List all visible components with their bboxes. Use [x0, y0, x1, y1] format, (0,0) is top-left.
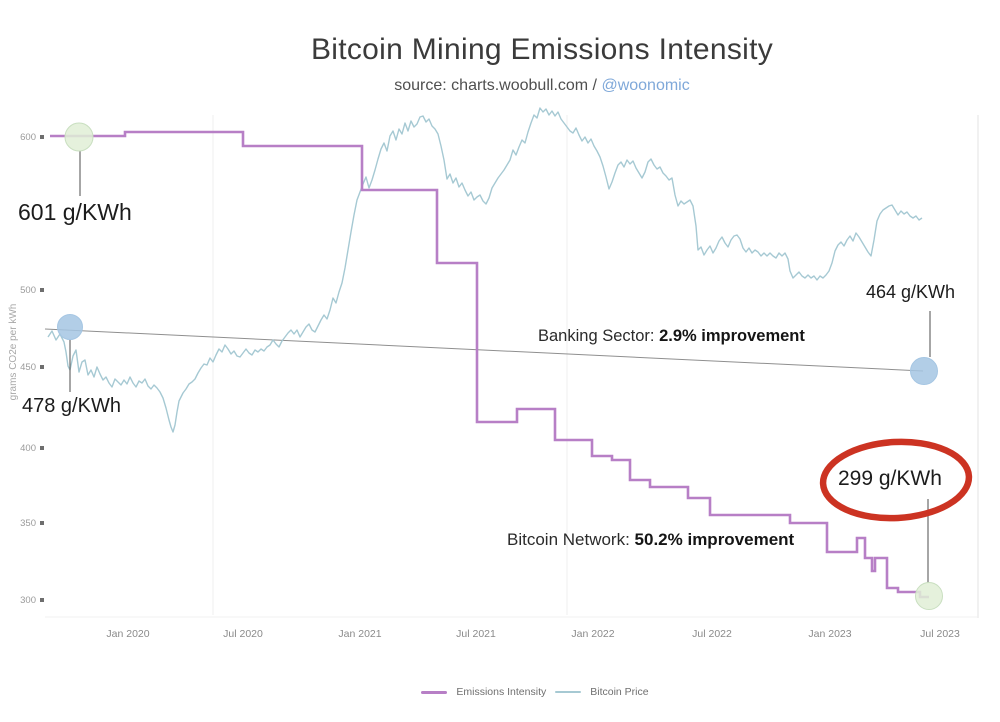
annotation-banking-start: 478 g/KWh: [22, 395, 121, 417]
x-tick-label: Jul 2022: [692, 628, 732, 640]
emissions-start-marker: [64, 122, 94, 152]
price-legend-label: Bitcoin Price: [590, 686, 649, 698]
price-legend-swatch: [555, 691, 582, 693]
banking-end-marker: [910, 357, 938, 385]
page-title: Bitcoin Mining Emissions Intensity: [310, 33, 774, 66]
emissions-legend-swatch: [421, 690, 448, 694]
source-text: source: charts.woobull.com /: [394, 77, 602, 94]
banking-start-marker: [57, 314, 83, 340]
x-tick-label: Jan 2021: [338, 628, 381, 640]
y-tick-marker: [40, 365, 44, 369]
annotation-banking-end: 464 g/KWh: [866, 282, 956, 302]
x-tick-label: Jul 2021: [456, 628, 496, 640]
annotation-emissions-start: 601 g/KWh: [18, 199, 132, 225]
x-tick-label: Jul 2023: [920, 628, 960, 640]
banking-label-text: Banking Sector:: [538, 327, 660, 345]
y-tick-marker: [40, 446, 44, 450]
bitcoin-network-label: Bitcoin Network: 50.2% improvement: [507, 530, 794, 550]
y-tick-marker: [40, 135, 44, 139]
banking-sector-line: [44, 328, 924, 372]
chart-subtitle: source: charts.woobull.com / @woonomic: [84, 77, 1000, 95]
emissions-legend-label: Emissions Intensity: [456, 686, 547, 698]
y-tick-marker: [40, 288, 44, 292]
emissions-end-marker: [915, 582, 943, 610]
x-tick-label: Jan 2023: [808, 628, 851, 640]
bitcoin-price-line: [47, 107, 923, 433]
annotation-emissions-end: 299 g/KWh: [838, 467, 942, 490]
legend: Emissions Intensity Bitcoin Price: [70, 686, 1000, 698]
y-tick-label: 500: [20, 285, 36, 296]
highlight-ellipse: [819, 438, 973, 522]
y-tick-marker: [40, 598, 44, 602]
x-tick-label: Jan 2020: [106, 628, 149, 640]
emissions-intensity-line: [50, 130, 929, 599]
x-tick-label: Jul 2020: [223, 628, 263, 640]
banking-sector-label: Banking Sector: 2.9% improvement: [538, 327, 805, 346]
banking-improvement-value: 2.9% improvement: [659, 327, 805, 345]
x-tick-label: Jan 2022: [571, 628, 614, 640]
source-handle-link[interactable]: @woonomic: [601, 77, 690, 94]
bitcoin-label-text: Bitcoin Network:: [507, 530, 635, 549]
bitcoin-improvement-value: 50.2% improvement: [634, 530, 795, 549]
y-tick-marker: [40, 521, 44, 525]
y-tick-label: 600: [20, 132, 36, 143]
y-tick-label: 400: [20, 443, 36, 454]
y-tick-label: 450: [20, 362, 36, 373]
y-tick-label: 300: [20, 595, 36, 606]
y-tick-label: 350: [20, 518, 36, 529]
